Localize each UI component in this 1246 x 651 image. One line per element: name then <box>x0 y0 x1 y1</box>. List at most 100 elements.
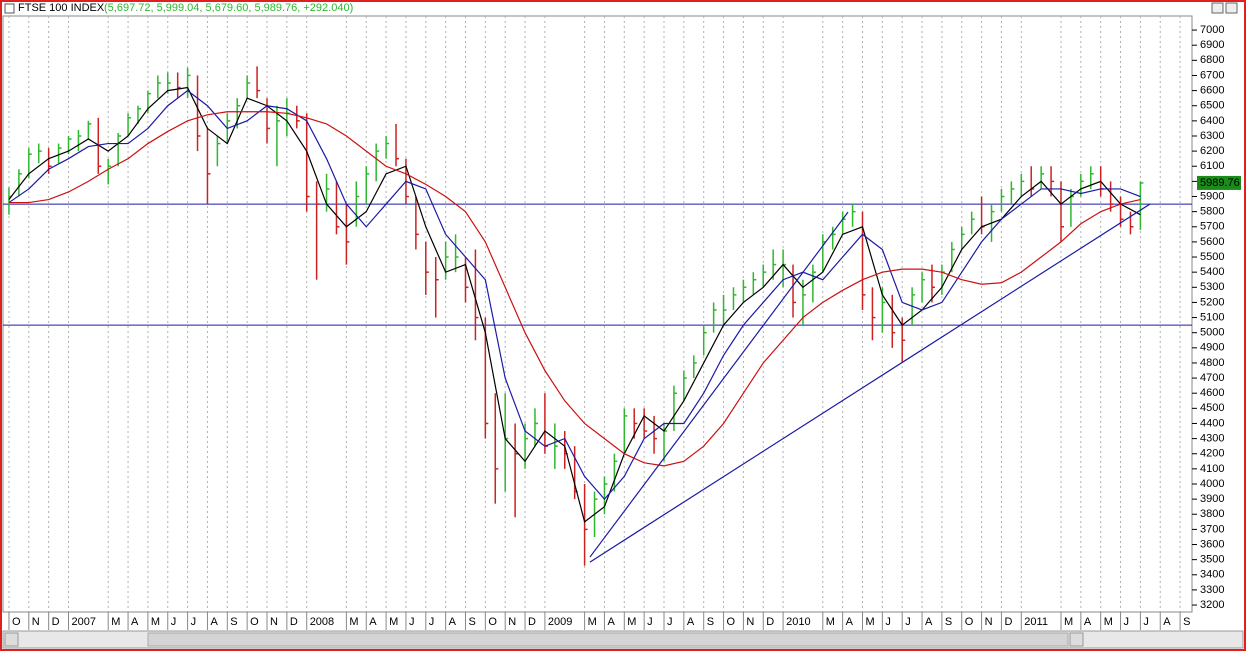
scroll-right[interactable] <box>1069 632 1084 647</box>
y-tick-label: 3800 <box>1200 508 1224 520</box>
x-tick-label: 2010 <box>786 616 810 628</box>
x-tick-label: M <box>1064 616 1073 628</box>
x-tick-label: J <box>429 616 435 628</box>
y-tick-label: 4900 <box>1200 342 1224 354</box>
x-tick-label: M <box>349 616 358 628</box>
y-tick-label: 3600 <box>1200 538 1224 550</box>
x-tick-label: D <box>766 616 774 628</box>
x-tick-label: N <box>985 616 993 628</box>
x-tick-label: J <box>905 616 911 628</box>
y-tick-label: 4800 <box>1200 357 1224 369</box>
x-tick-label: S <box>1183 616 1190 628</box>
last-price-label: 5989.76 <box>1200 177 1240 189</box>
x-tick-label: S <box>230 616 237 628</box>
y-tick-label: 5900 <box>1200 190 1224 202</box>
x-tick-label: A <box>210 616 218 628</box>
y-tick-label: 3500 <box>1200 554 1224 566</box>
moving-average <box>8 89 1141 501</box>
x-tick-label: M <box>588 616 597 628</box>
x-tick-label: 2011 <box>1024 616 1048 628</box>
x-tick-label: O <box>727 616 736 628</box>
x-tick-label: 2008 <box>310 616 334 628</box>
y-tick-label: 3700 <box>1200 523 1224 535</box>
moving-average <box>8 86 1141 523</box>
y-tick-label: 5600 <box>1200 236 1224 248</box>
y-tick-label: 4100 <box>1200 463 1224 475</box>
y-tick-label: 6600 <box>1200 85 1224 97</box>
x-tick-label: M <box>111 616 120 628</box>
window-icon <box>4 3 15 14</box>
moving-average <box>8 111 1141 467</box>
y-tick-label: 4700 <box>1200 372 1224 384</box>
x-tick-label: A <box>925 616 933 628</box>
x-tick-label: N <box>270 616 278 628</box>
x-tick-label: M <box>389 616 398 628</box>
x-tick-label: D <box>290 616 298 628</box>
restore-button[interactable] <box>1211 2 1224 14</box>
x-tick-label: S <box>468 616 475 628</box>
y-tick-label: 5500 <box>1200 251 1224 263</box>
x-tick-label: J <box>667 616 673 628</box>
x-tick-label: M <box>1104 616 1113 628</box>
y-tick-label: 5400 <box>1200 266 1224 278</box>
x-tick-label: A <box>607 616 615 628</box>
x-tick-label: D <box>1004 616 1012 628</box>
y-tick-label: 6800 <box>1200 54 1224 66</box>
y-tick-label: 6400 <box>1200 115 1224 127</box>
y-tick-label: 6100 <box>1200 160 1224 172</box>
y-tick-label: 4000 <box>1200 478 1224 490</box>
x-tick-label: M <box>151 616 160 628</box>
x-tick-label: N <box>746 616 754 628</box>
plot-area <box>2 15 1193 613</box>
y-tick-label: 4400 <box>1200 417 1224 429</box>
y-tick-label: 6300 <box>1200 130 1224 142</box>
x-tick-label: O <box>488 616 497 628</box>
y-tick-label: 5100 <box>1200 311 1224 323</box>
x-tick-label: N <box>508 616 516 628</box>
x-tick-label: O <box>12 616 21 628</box>
y-tick-label: 4500 <box>1200 402 1224 414</box>
y-tick-label: 3400 <box>1200 569 1224 581</box>
x-tick-label: J <box>171 616 177 628</box>
y-tick-label: 5300 <box>1200 281 1224 293</box>
x-tick-label: S <box>707 616 714 628</box>
y-tick-label: 3300 <box>1200 584 1224 596</box>
x-tick-label: J <box>647 616 653 628</box>
x-tick-label: J <box>1143 616 1149 628</box>
x-tick-label: A <box>131 616 139 628</box>
x-tick-label: D <box>52 616 60 628</box>
y-tick-label: 6900 <box>1200 39 1224 51</box>
x-tick-label: A <box>369 616 377 628</box>
x-tick-label: S <box>945 616 952 628</box>
y-tick-label: 4300 <box>1200 433 1224 445</box>
y-tick-label: 6500 <box>1200 100 1224 112</box>
title-bar <box>3 2 1243 15</box>
x-tick-label: A <box>449 616 457 628</box>
x-tick-label: A <box>1084 616 1092 628</box>
x-tick-label: D <box>528 616 536 628</box>
scroll-left[interactable] <box>4 632 19 647</box>
y-tick-label: 5800 <box>1200 206 1224 218</box>
y-tick-label: 4600 <box>1200 387 1224 399</box>
last-price-box <box>1197 175 1241 190</box>
x-tick-label: J <box>409 616 415 628</box>
chart-title: FTSE 100 INDEX <box>18 2 105 14</box>
x-tick-label: O <box>965 616 974 628</box>
x-tick-label: 2007 <box>72 616 96 628</box>
close-button[interactable] <box>1225 2 1238 14</box>
x-tick-label: M <box>865 616 874 628</box>
x-tick-label: J <box>1124 616 1130 628</box>
scroll-thumb[interactable] <box>147 632 1069 647</box>
ohlc-label: (5,697.72, 5,999.04, 5,679.60, 5,989.76,… <box>104 2 353 14</box>
y-tick-label: 7000 <box>1200 24 1224 36</box>
x-tick-label: A <box>846 616 854 628</box>
x-tick-label: O <box>250 616 259 628</box>
x-tick-label: M <box>627 616 636 628</box>
y-tick-label: 5000 <box>1200 327 1224 339</box>
y-tick-label: 3900 <box>1200 493 1224 505</box>
trendline <box>589 203 1151 563</box>
trendline <box>589 211 849 558</box>
x-tick-label: N <box>32 616 40 628</box>
x-tick-label: 2009 <box>548 616 572 628</box>
y-tick-label: 4200 <box>1200 448 1224 460</box>
